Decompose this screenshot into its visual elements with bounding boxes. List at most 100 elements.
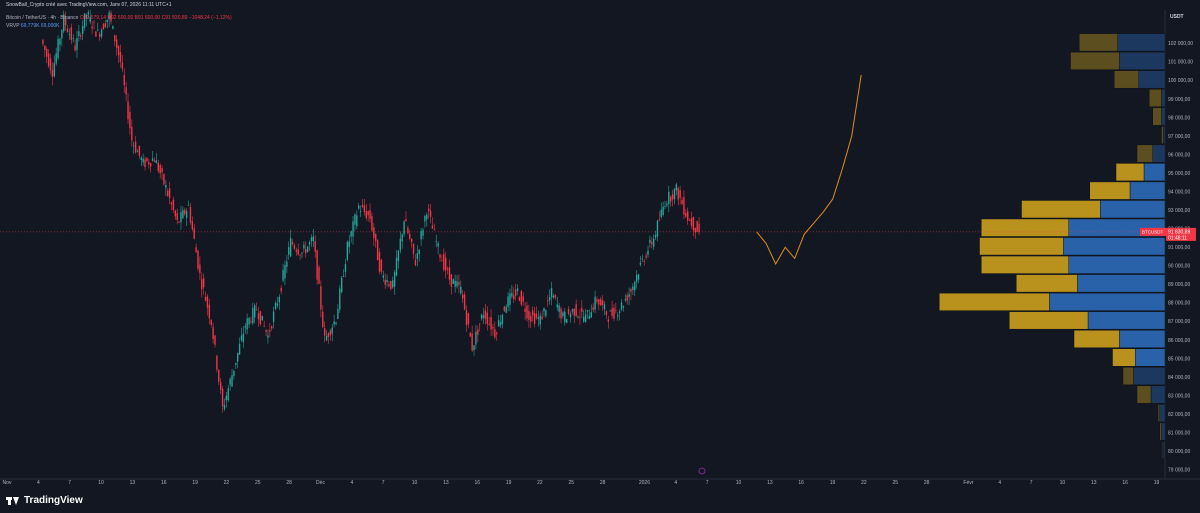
candle-body [694, 227, 696, 233]
candle-body [344, 264, 347, 272]
candle-body [531, 310, 534, 316]
candle-body [462, 294, 464, 299]
volume-profile-down-bar [981, 255, 1069, 274]
candle-body [463, 294, 466, 310]
candle-body [516, 288, 519, 292]
candle-body [98, 34, 101, 37]
volume-profile-down-bar [1162, 441, 1164, 460]
candle-body [666, 203, 668, 206]
candle-body [424, 215, 426, 222]
x-tick-label: 4 [350, 480, 353, 486]
candle-body [280, 287, 282, 292]
candle-body [371, 216, 373, 231]
candle-body [613, 307, 615, 319]
candle-body [399, 238, 402, 251]
tradingview-logo-icon [6, 496, 20, 505]
volume-profile-down-bar [1149, 88, 1162, 107]
volume-profile-up-bar [1117, 33, 1166, 52]
volume-profile-up-bar [1159, 404, 1166, 423]
candle-body [499, 321, 502, 326]
x-tick-label: 22 [537, 480, 543, 486]
volume-profile-up-bar [1068, 255, 1166, 274]
candle-body [598, 299, 600, 305]
candle-body [433, 229, 436, 231]
x-tick-label: 10 [412, 480, 418, 486]
y-tick-label: 98 000,00 [1168, 115, 1190, 121]
candle-body [509, 293, 511, 305]
candle-body [556, 304, 558, 308]
y-tick-label: 84 000,00 [1168, 375, 1190, 381]
price-chart[interactable]: 102 000,00 101 000,00 100 000,00 99 000,00 9… [0, 10, 1200, 489]
candle-body [178, 221, 180, 223]
candle-body [221, 388, 224, 407]
candle-body [174, 210, 177, 217]
candle-body [696, 221, 698, 232]
candle-body [350, 231, 352, 237]
candle-body [460, 286, 462, 294]
x-tick-label: 4 [37, 480, 40, 486]
x-tick-label: 25 [255, 480, 261, 486]
candle-body [443, 254, 445, 270]
projection-line [756, 74, 862, 266]
y-tick-label: 83 000,00 [1168, 393, 1190, 399]
candle-body [301, 252, 303, 254]
chart-legend: Bitcoin / TetherUS · 4h · Binance O92 57… [6, 14, 232, 30]
candle-body [151, 158, 154, 161]
y-tick-label: 95 000,00 [1168, 171, 1190, 177]
candle-body [142, 158, 144, 163]
y-tick-label: 88 000,00 [1168, 301, 1190, 307]
candle-body [669, 196, 672, 202]
volume-profile-up-bar [1049, 292, 1166, 311]
legend-vrvp-label[interactable]: VRVP [6, 23, 20, 29]
current-price-label: 91 830,89 [1168, 230, 1190, 236]
candle-body [567, 309, 570, 314]
candle-body [382, 275, 384, 278]
candle-body [127, 101, 129, 120]
candle-body [656, 220, 659, 237]
candle-body [441, 260, 443, 262]
candle-body [272, 311, 275, 322]
candle-body [688, 220, 691, 221]
candle-body [191, 221, 194, 230]
candle-body [486, 312, 488, 325]
candle-body [78, 31, 80, 36]
candle-body [562, 312, 564, 317]
footer [0, 489, 1200, 513]
candle-body [410, 238, 413, 243]
candle-body [112, 26, 114, 29]
candle-body [492, 327, 494, 329]
volume-profile-down-bar [1009, 311, 1089, 330]
candle-body [497, 319, 500, 327]
candle-body [552, 295, 555, 298]
legend-symbol[interactable]: Bitcoin / TetherUS · 4h · Binance [6, 15, 79, 21]
tradingview-logo[interactable]: TradingView [6, 495, 83, 506]
candle-body [681, 200, 683, 205]
countdown-label: 01:48:11 [1168, 235, 1187, 241]
candle-body [114, 35, 116, 42]
candle-body [199, 264, 201, 273]
candle-body [634, 282, 636, 291]
candle-body [261, 315, 263, 321]
candle-body [172, 199, 175, 211]
candle-body [204, 296, 207, 301]
candle-body [560, 308, 562, 319]
candle-body [365, 211, 367, 219]
candle-body [397, 250, 400, 262]
candle-body [541, 316, 543, 320]
candle-body [146, 157, 148, 162]
x-tick-label: 13 [1091, 480, 1097, 486]
candle-body [393, 272, 396, 287]
x-tick-label: 7 [68, 480, 71, 486]
candle-body [530, 316, 532, 322]
candle-body [503, 306, 506, 311]
candle-body [477, 329, 479, 335]
x-tick-label: 13 [443, 480, 449, 486]
candle-body [543, 307, 545, 312]
candle-body [626, 295, 628, 301]
volume-profile-down-bar [1157, 404, 1160, 423]
candle-body [437, 243, 439, 247]
candle-body [257, 313, 260, 320]
candle-body [185, 211, 188, 218]
candle-body [197, 250, 199, 269]
candle-body [318, 267, 320, 284]
